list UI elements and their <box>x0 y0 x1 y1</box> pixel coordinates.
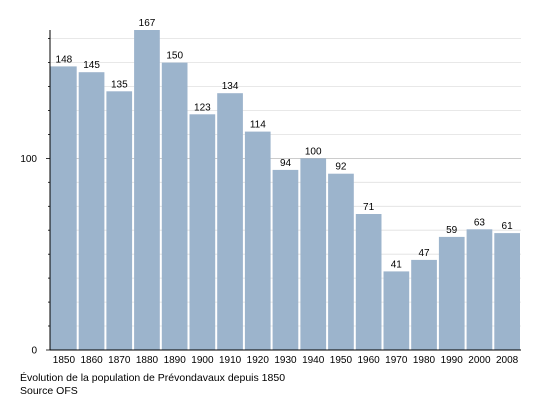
value-label-1910: 134 <box>222 81 239 92</box>
chart-source: Source OFS <box>20 385 78 397</box>
x-tick-label-1860: 1860 <box>80 355 103 366</box>
x-tick-label-1870: 1870 <box>108 355 131 366</box>
bar-2008 <box>494 233 520 350</box>
y-tick-label-100: 100 <box>20 154 37 165</box>
x-tick-label-1950: 1950 <box>330 355 353 366</box>
value-label-1920: 114 <box>250 120 266 131</box>
bar-1940 <box>300 158 327 350</box>
value-label-1860: 145 <box>83 60 100 71</box>
x-tick-label-2000: 2000 <box>468 355 491 366</box>
bar-1910 <box>217 93 243 350</box>
x-tick-label-2008: 2008 <box>496 355 519 366</box>
value-label-1930: 94 <box>280 158 292 169</box>
bar-1980 <box>411 259 437 350</box>
x-tick-labels: 1850 1860 1870 1880 1890 1900 1910 1920 1930 1940… <box>53 355 519 366</box>
x-tick-label-1980: 1980 <box>413 355 436 366</box>
x-tick-label-1970: 1970 <box>385 355 408 366</box>
y-tick-labels: 0 100 <box>20 154 37 357</box>
bar-2000 <box>466 229 493 350</box>
bar-1970 <box>383 271 410 350</box>
value-label-1850: 148 <box>56 54 73 65</box>
x-tick-label-1990: 1990 <box>441 355 464 366</box>
x-tick-label-1920: 1920 <box>247 355 270 366</box>
bar-1860 <box>78 72 105 350</box>
axes <box>46 30 521 351</box>
x-tick-label-1940: 1940 <box>302 355 325 366</box>
bar-1920 <box>244 131 271 350</box>
value-label-1990: 59 <box>446 225 458 236</box>
value-label-1980: 47 <box>418 248 430 259</box>
bar-1850 <box>50 66 77 351</box>
bars <box>50 30 520 351</box>
chart-caption: Évolution de la population de Prévondava… <box>20 372 286 384</box>
value-label-1880: 167 <box>139 18 156 29</box>
bar-1900 <box>189 114 216 350</box>
value-label-1960: 71 <box>363 202 375 213</box>
x-tick-label-1880: 1880 <box>136 355 159 366</box>
x-tick-label-1910: 1910 <box>219 355 242 366</box>
value-label-1940: 100 <box>305 146 322 157</box>
bar-1950 <box>328 173 354 350</box>
value-label-1870: 135 <box>111 79 128 90</box>
bar-1990 <box>438 236 465 350</box>
x-tick-label-1930: 1930 <box>274 355 297 366</box>
bar-1890 <box>161 62 188 350</box>
value-label-1950: 92 <box>335 162 347 173</box>
value-label-1970: 41 <box>391 259 403 270</box>
bar-1870 <box>106 91 133 351</box>
x-tick-label-1890: 1890 <box>164 355 187 366</box>
x-tick-label-1900: 1900 <box>191 355 214 366</box>
x-tick-label-1960: 1960 <box>357 355 380 366</box>
value-labels: 148 145 135 167 150 123 134 114 94 100 92 71 41 47 59 6… <box>56 18 514 270</box>
value-label-2008: 61 <box>502 221 514 232</box>
value-label-1890: 150 <box>166 51 183 62</box>
bar-1960 <box>355 214 382 350</box>
value-label-2000: 63 <box>474 217 486 228</box>
x-tick-label-1850: 1850 <box>53 355 76 366</box>
bar-1930 <box>272 169 299 350</box>
bar-1880 <box>134 30 160 350</box>
value-label-1900: 123 <box>194 102 211 113</box>
y-tick-label-0: 0 <box>31 346 37 357</box>
